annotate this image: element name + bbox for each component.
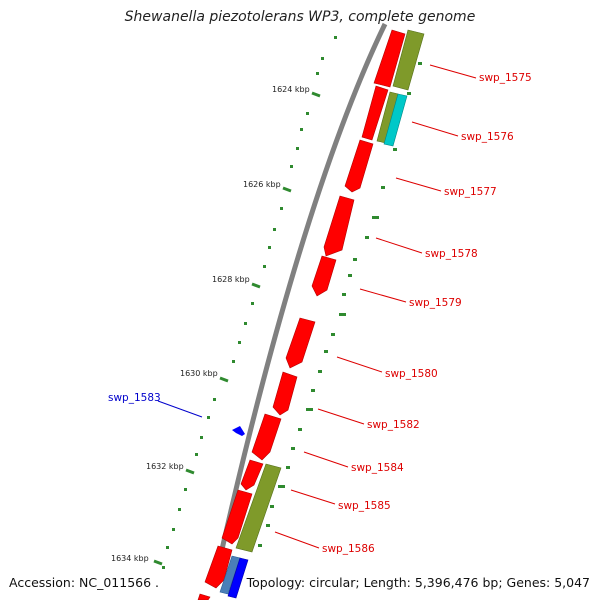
outer-tick-marks: [258, 62, 422, 547]
major-ticks: [153, 91, 321, 566]
label-leader-blue: [157, 400, 203, 418]
gene-label-swp-1583: swp_1583: [108, 392, 161, 404]
tick-label: 1634 kbp: [111, 554, 149, 563]
cds-feature: [221, 489, 253, 545]
minor-tick-dots: [162, 36, 337, 569]
cds-features: [197, 29, 406, 600]
cds-feature: [251, 413, 282, 461]
cds-feature: [361, 85, 389, 141]
swp-1583-feature: [232, 426, 245, 436]
steelblue-feature: [219, 555, 241, 595]
cds-feature: [240, 459, 264, 491]
cds-feature: [373, 29, 406, 88]
cds-feature: [323, 195, 355, 257]
gene-label-swp-1585: swp_1585: [338, 500, 391, 512]
tick-label: 1630 kbp: [180, 369, 218, 378]
cyan-feature: [383, 93, 408, 147]
gene-label-swp-1578: swp_1578: [425, 248, 478, 260]
tick-label: 1628 kbp: [212, 275, 250, 284]
gene-label-swp-1576: swp_1576: [461, 131, 514, 143]
genome-summary-text: Topology: circular; Length: 5,396,476 bp…: [246, 575, 590, 590]
gene-label-swp-1575: swp_1575: [479, 72, 532, 84]
gene-label-swp-1577: swp_1577: [444, 186, 497, 198]
gene-label-swp-1579: swp_1579: [409, 297, 462, 309]
olive-feature: [235, 463, 282, 553]
genome-backbone: [213, 22, 388, 577]
gene-label-swp-1584: swp_1584: [351, 462, 404, 474]
cds-feature: [344, 139, 374, 193]
gene-label-swp-1580: swp_1580: [385, 368, 438, 380]
tick-label: 1624 kbp: [272, 85, 310, 94]
olive-feature: [392, 29, 425, 91]
label-leaders: [274, 64, 477, 549]
tick-label: 1632 kbp: [146, 462, 184, 471]
cds-feature: [285, 317, 316, 369]
gene-label-swp-1582: swp_1582: [367, 419, 420, 431]
cds-feature: [197, 593, 211, 600]
tick-label: 1626 kbp: [243, 180, 281, 189]
cds-feature: [311, 255, 337, 297]
blue-feature: [227, 557, 249, 599]
gene-label-swp-1586: swp_1586: [322, 543, 375, 555]
accession-text: Accession: NC_011566 .: [9, 575, 160, 590]
map-title: Shewanella piezotolerans WP3, complete g…: [124, 9, 476, 25]
cds-feature: [204, 545, 233, 589]
cds-feature: [272, 371, 298, 416]
